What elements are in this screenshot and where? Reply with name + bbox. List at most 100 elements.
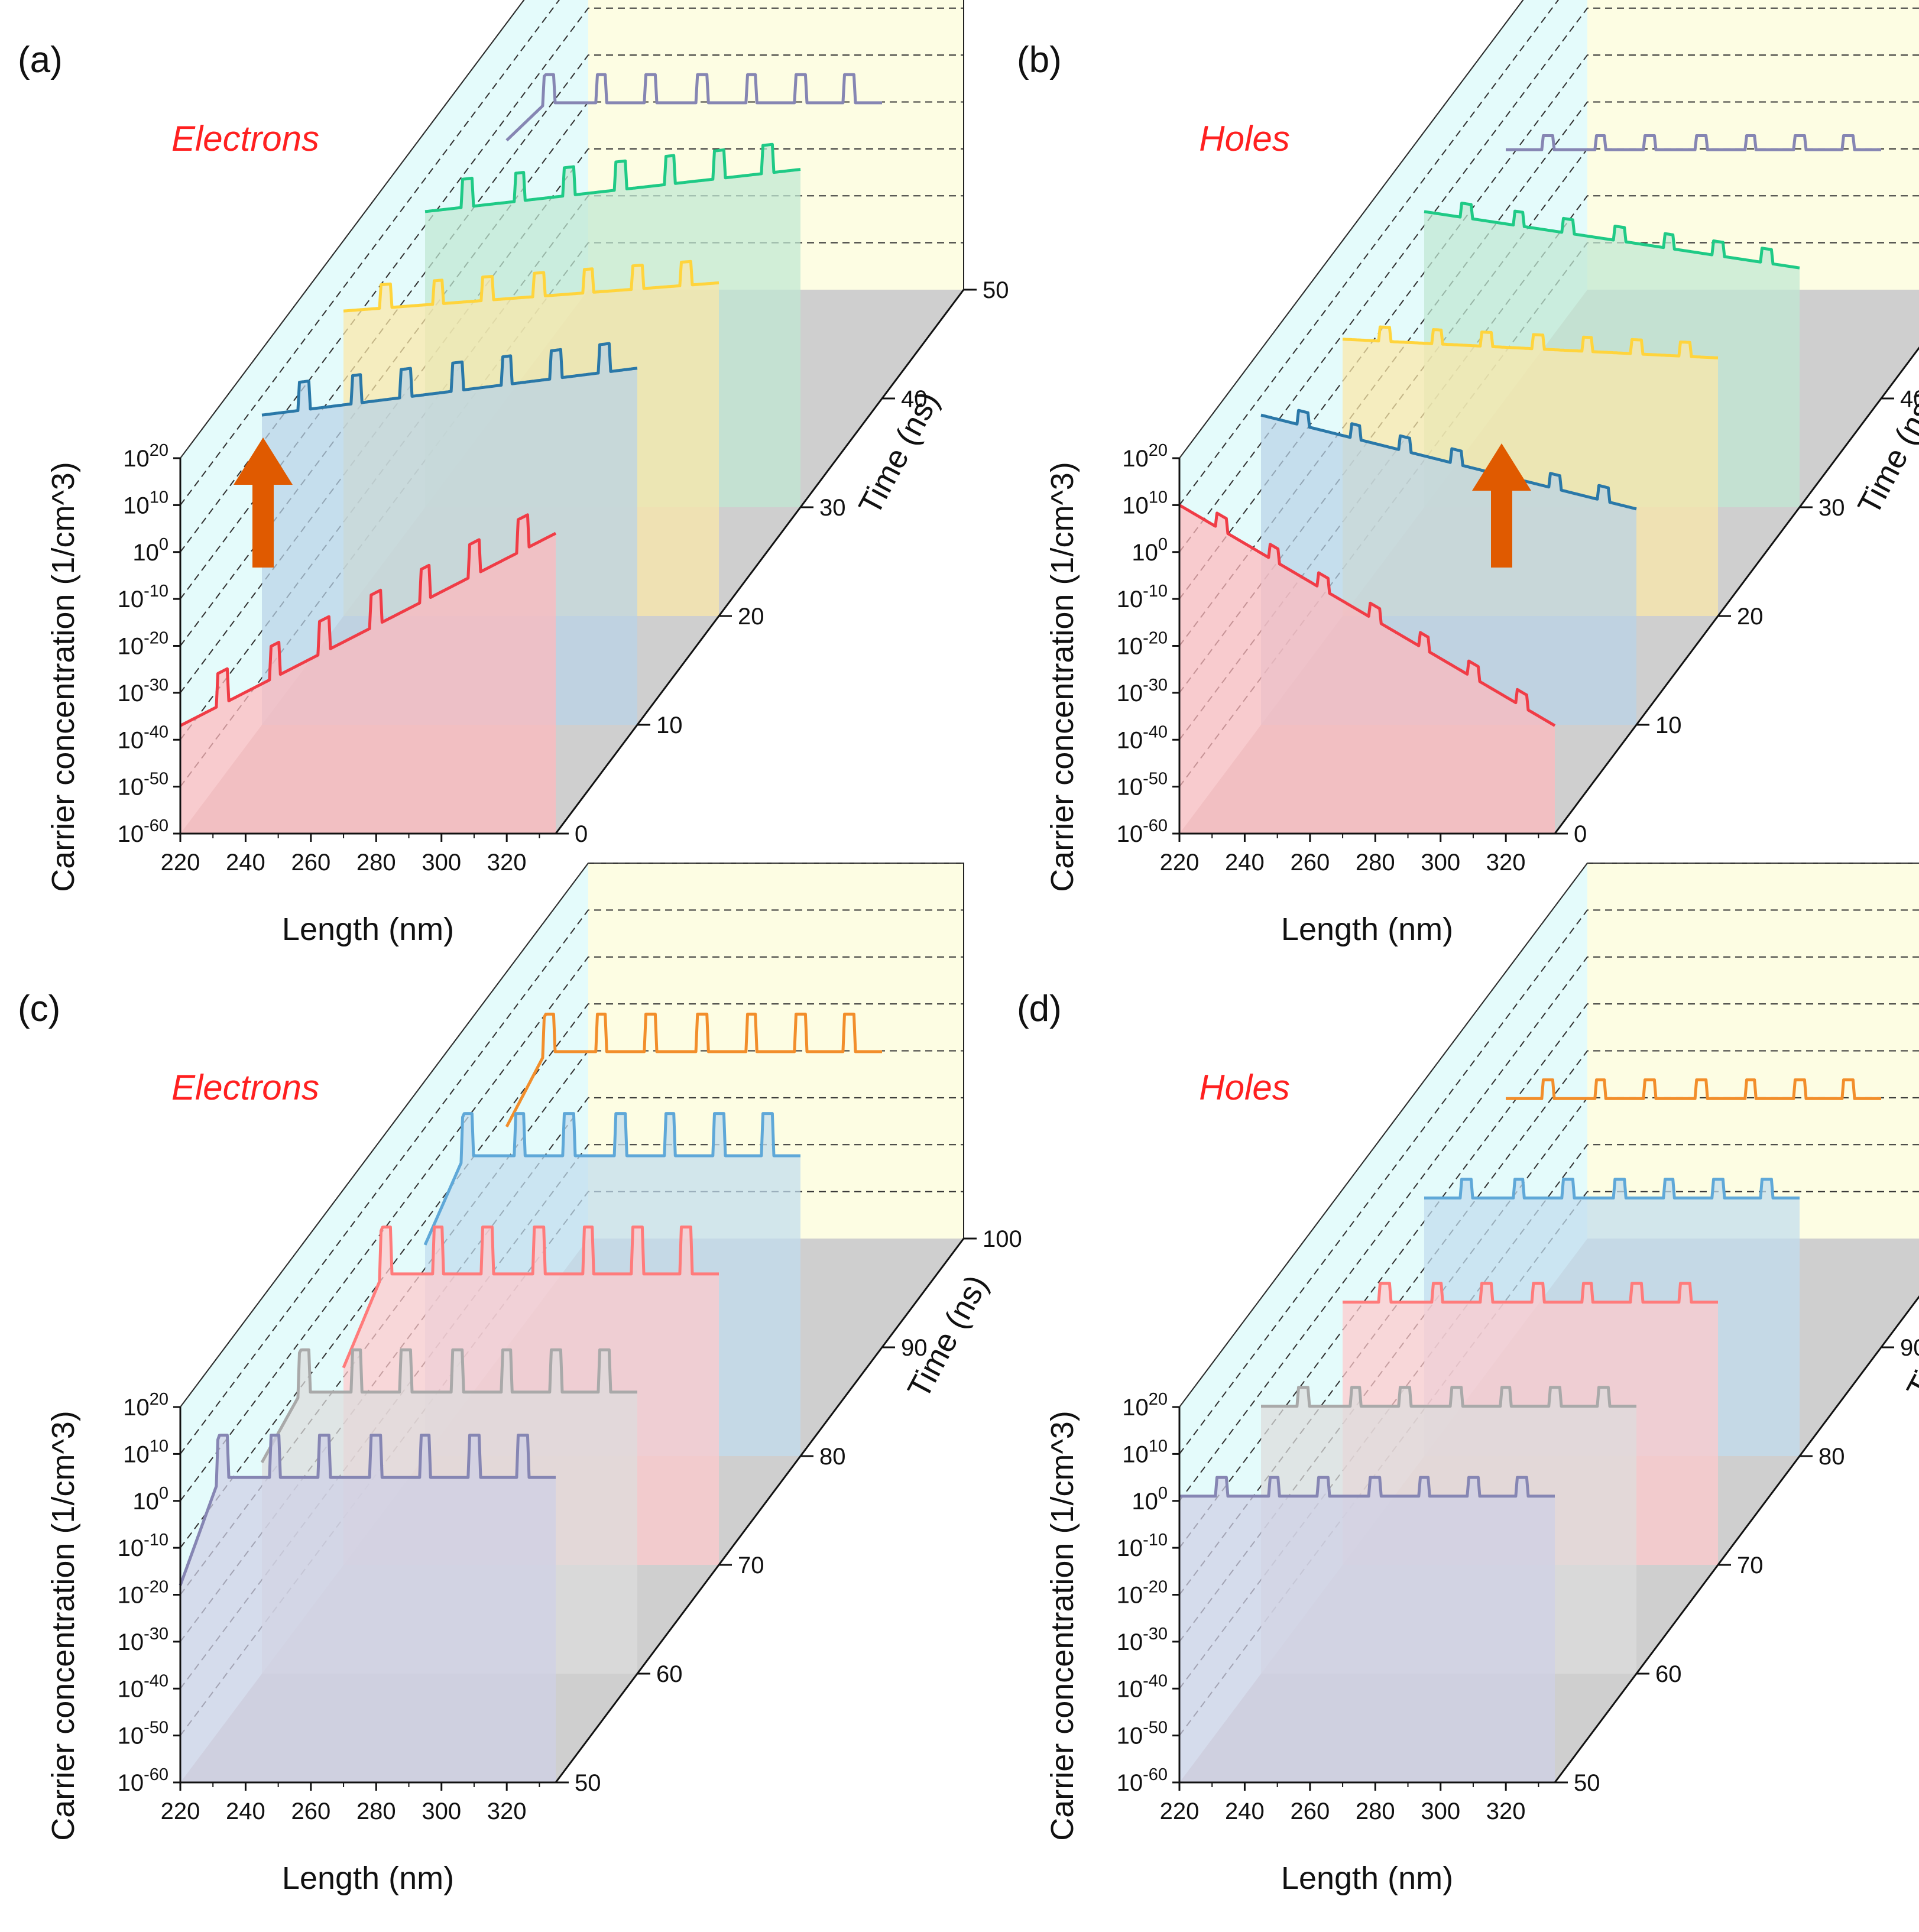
z-tick-label: 20 [738,604,764,630]
y-tick-label: 10-30 [118,1625,168,1655]
grid-line [1179,7,1919,553]
x-tick-label: 320 [1486,1798,1526,1824]
panel-label: (a) [18,40,63,80]
series-line-t70 [1343,1282,1718,1304]
y-tick-base: 10 [1117,1723,1143,1749]
x-tick-label: 240 [1225,850,1265,876]
x-tick-label: 220 [1160,850,1200,876]
x-tick-label: 240 [1225,1798,1265,1824]
y-tick-base: 10 [123,1441,150,1467]
x-tick-label: 220 [161,1798,200,1824]
grid-line [180,909,964,1454]
y-tick-label: 10-30 [118,676,168,706]
y-tick-base: 10 [1122,446,1149,472]
x-tick-label: 280 [1356,850,1395,876]
panel-d: 10-6010-5010-4010-3010-2010-101001010102… [1017,863,1919,1896]
series-line-t30 [1424,202,1800,270]
y-tick-base: 10 [1117,1770,1143,1796]
series-line-t90 [1506,1078,1881,1100]
y-tick-exp: -40 [144,1671,168,1690]
y-tick-exp: -60 [1143,1765,1168,1784]
y-tick-exp: -30 [1143,676,1168,695]
grid-line [180,7,964,553]
x-tick-label: 300 [422,1798,461,1824]
y-tick-exp: -40 [1143,722,1168,741]
y-tick-exp: -50 [1143,770,1168,789]
z-axis-line [1554,346,1919,834]
y-tick-label: 10-40 [118,1671,168,1702]
y-tick-base: 10 [118,727,144,753]
y-tick-exp: 0 [159,1484,168,1503]
y-tick-exp: -30 [1143,1625,1168,1644]
y-tick-base: 10 [123,1395,150,1421]
series-line-t0 [1178,504,1556,727]
grid-line [1179,0,1560,505]
y-tick-label: 1020 [123,1390,168,1421]
y-axis-title: Carrier concentration (1/cm^3) [1045,462,1080,892]
z-axis-line [555,1238,965,1783]
x-tick-label: 220 [1160,1798,1200,1824]
x-tick-label: 280 [1356,1798,1395,1824]
z-tick-label: 60 [656,1661,683,1687]
panel-b: 10-6010-5010-4010-3010-2010-101001010102… [1017,0,1919,947]
y-tick-exp: -50 [144,770,168,789]
y-tick-exp: 10 [1149,1437,1168,1456]
series-line-t50 [1179,1476,1555,1498]
y-tick-label: 10-60 [118,1765,168,1796]
grid-line [180,0,525,459]
series-line-t10 [261,342,638,417]
y-tick-base: 10 [118,634,144,660]
y-tick-label: 1010 [1122,1437,1168,1467]
y-tick-base: 10 [118,1535,144,1561]
grid-line [180,956,964,1502]
series-fill-t50 [1179,1477,1555,1782]
y-tick-base: 10 [1132,1489,1158,1515]
y-tick-base: 10 [123,492,150,518]
y-tick-exp: -20 [1143,629,1168,648]
y-tick-base: 10 [1122,492,1149,518]
y-tick-exp: -10 [144,582,168,601]
y-tick-base: 10 [118,1629,144,1655]
series-line-t20 [1342,325,1719,359]
x-tick-label: 240 [226,1798,265,1824]
y-tick-label: 10-10 [118,582,168,612]
x-axis-title: Length (nm) [282,1860,454,1896]
y-tick-exp: -30 [144,1625,168,1644]
z-tick-label: 0 [575,821,588,847]
y-tick-exp: -10 [1143,1531,1168,1550]
z-tick-label: 10 [656,712,683,738]
series-line-t50 [179,1434,556,1586]
y-tick-exp: -30 [144,676,168,695]
y-tick-label: 10-50 [118,1719,168,1749]
y-tick-exp: 10 [150,488,168,507]
y-tick-base: 10 [1122,1395,1149,1421]
panel-label: (b) [1017,40,1062,80]
y-tick-label: 10-10 [118,1531,168,1561]
y-tick-label: 10-60 [1117,1765,1168,1796]
y-tick-base: 10 [1117,1535,1143,1561]
y-tick-label: 10-10 [1117,582,1168,612]
y-tick-exp: 20 [1149,441,1168,460]
y-tick-base: 10 [132,540,159,566]
y-tick-exp: -40 [144,722,168,741]
y-tick-label: 100 [132,535,168,566]
y-tick-base: 10 [1117,1629,1143,1655]
y-axis-title: Carrier concentration (1/cm^3) [46,1411,81,1841]
panel-a: 10-6010-5010-4010-3010-2010-101001010102… [18,0,1009,947]
z-tick-label: 70 [1737,1552,1764,1578]
x-tick-label: 280 [356,1798,396,1824]
x-tick-label: 260 [291,1798,330,1824]
y-tick-base: 10 [118,1723,144,1749]
y-tick-label: 10-60 [118,816,168,847]
z-tick-label: 0 [1574,821,1587,847]
x-axis-title: Length (nm) [1281,912,1453,947]
y-axis-title: Carrier concentration (1/cm^3) [46,462,81,892]
y-tick-base: 10 [123,446,150,472]
x-tick-label: 260 [291,850,330,876]
panel-content: 10-6010-5010-4010-3010-2010-101001010102… [18,863,1022,1896]
grid-line [1179,1003,1919,1548]
z-tick-label: 70 [738,1552,764,1578]
y-tick-exp: -60 [1143,816,1168,835]
z-tick-label: 50 [575,1770,601,1796]
